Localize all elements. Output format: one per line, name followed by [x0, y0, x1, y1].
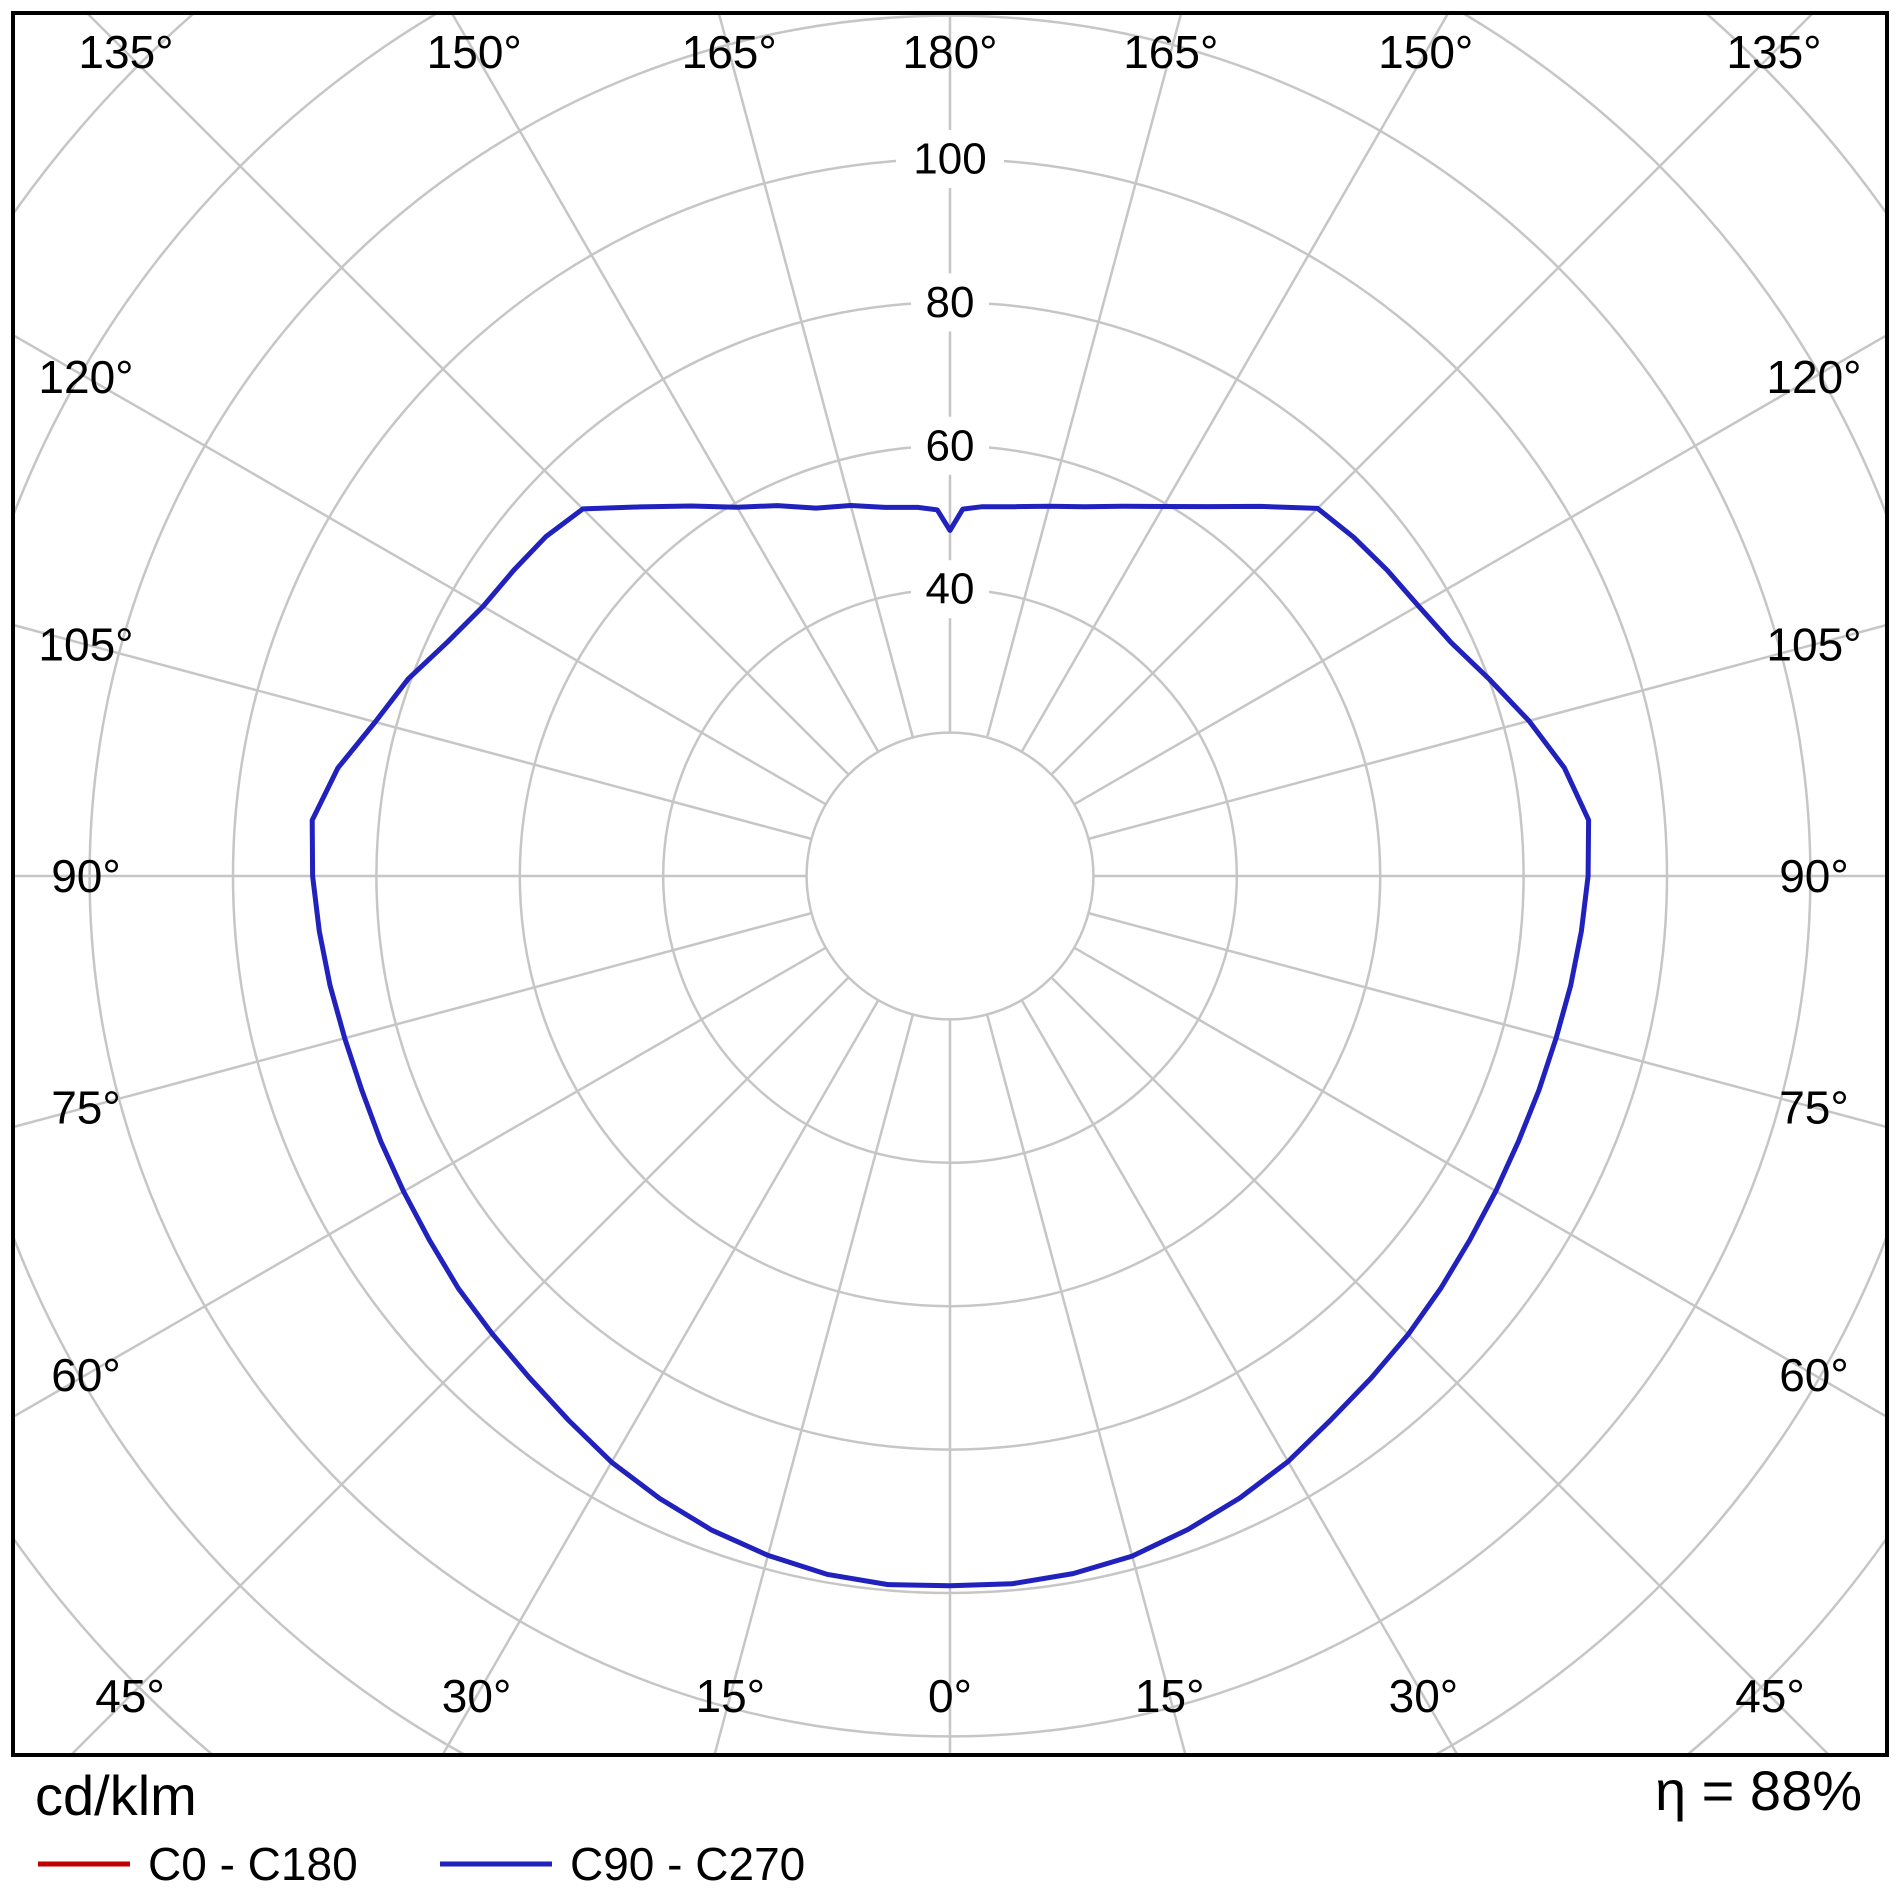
legend-label-c0-c180: C0 - C180 [148, 1838, 358, 1890]
angle-label: 90° [1779, 850, 1849, 902]
grid-spoke [1088, 911, 1885, 1128]
grid-spoke [1020, 999, 1458, 1753]
angle-label: 120° [38, 351, 133, 403]
grid-spoke [1050, 976, 1829, 1753]
grid-spoke [15, 334, 827, 806]
angle-label: 105° [1766, 618, 1861, 670]
angle-labels: 0° 15° 15° 30° 30° 45° 45° 60° 60° 75° 75° 90° 90° 10… [38, 26, 1861, 1722]
angle-label: 165° [1123, 26, 1218, 78]
angle-label: 180° [902, 26, 997, 78]
grid-spoke [1073, 946, 1885, 1418]
grid-spoke [713, 1014, 915, 1753]
intensity-curve-c90-c270 [309, 503, 1592, 1589]
grid-spoke [15, 946, 827, 1418]
radial-tick-label: 80 [926, 278, 975, 327]
grid-spoke [442, 999, 880, 1753]
plot-border [11, 11, 1889, 1757]
grid-spoke [985, 15, 1182, 738]
angle-label: 15° [696, 1670, 766, 1722]
angle-label: 90° [51, 850, 121, 902]
efficiency-label: η = 88% [1655, 1759, 1862, 1822]
radial-label-bg [896, 130, 1004, 188]
legend-label-c90-c270: C90 - C270 [570, 1838, 805, 1890]
angle-label: 30° [1389, 1670, 1459, 1722]
radial-label-bg [911, 560, 989, 619]
grid-spoke [71, 976, 850, 1753]
angle-label: 60° [51, 1349, 121, 1401]
radial-label-bg [911, 273, 989, 332]
grid-spoke [1020, 15, 1449, 753]
grid-spoke [87, 15, 850, 776]
angle-label: 60° [1779, 1349, 1849, 1401]
angle-label: 75° [51, 1082, 121, 1134]
grid-spoke [1050, 15, 1813, 776]
angle-label: 105° [38, 618, 133, 670]
radial-tick-label: 100 [913, 135, 986, 184]
grid-spoke [718, 15, 915, 738]
angle-label: 135° [1726, 26, 1821, 78]
grid-circle [805, 731, 1095, 1021]
angle-label: 30° [442, 1670, 512, 1722]
grid-spoke [985, 1014, 1187, 1753]
unit-label: cd/klm [35, 1764, 197, 1827]
angle-label: 75° [1779, 1082, 1849, 1134]
angle-label: 165° [682, 26, 777, 78]
angle-label: 135° [78, 26, 173, 78]
radial-label-bg [911, 416, 989, 475]
angle-label: 0° [928, 1670, 972, 1722]
radial-tick-labels: 40 60 80 100 [896, 130, 1004, 619]
grid-spoke [15, 911, 812, 1128]
grid-spoke [451, 15, 880, 753]
angle-label: 45° [1735, 1670, 1805, 1722]
grid-spoke [15, 624, 812, 841]
grid-spoke [1073, 334, 1885, 806]
angle-label: 120° [1766, 351, 1861, 403]
legend: C0 - C180 C90 - C270 [38, 1838, 805, 1890]
angle-label: 150° [427, 26, 522, 78]
angle-label: 15° [1135, 1670, 1205, 1722]
radial-tick-label: 60 [926, 421, 975, 470]
radial-tick-label: 40 [926, 565, 975, 614]
angle-label: 150° [1378, 26, 1473, 78]
intensity-curves [309, 503, 1592, 1589]
angle-label: 45° [95, 1670, 165, 1722]
grid-spoke [1088, 624, 1885, 841]
